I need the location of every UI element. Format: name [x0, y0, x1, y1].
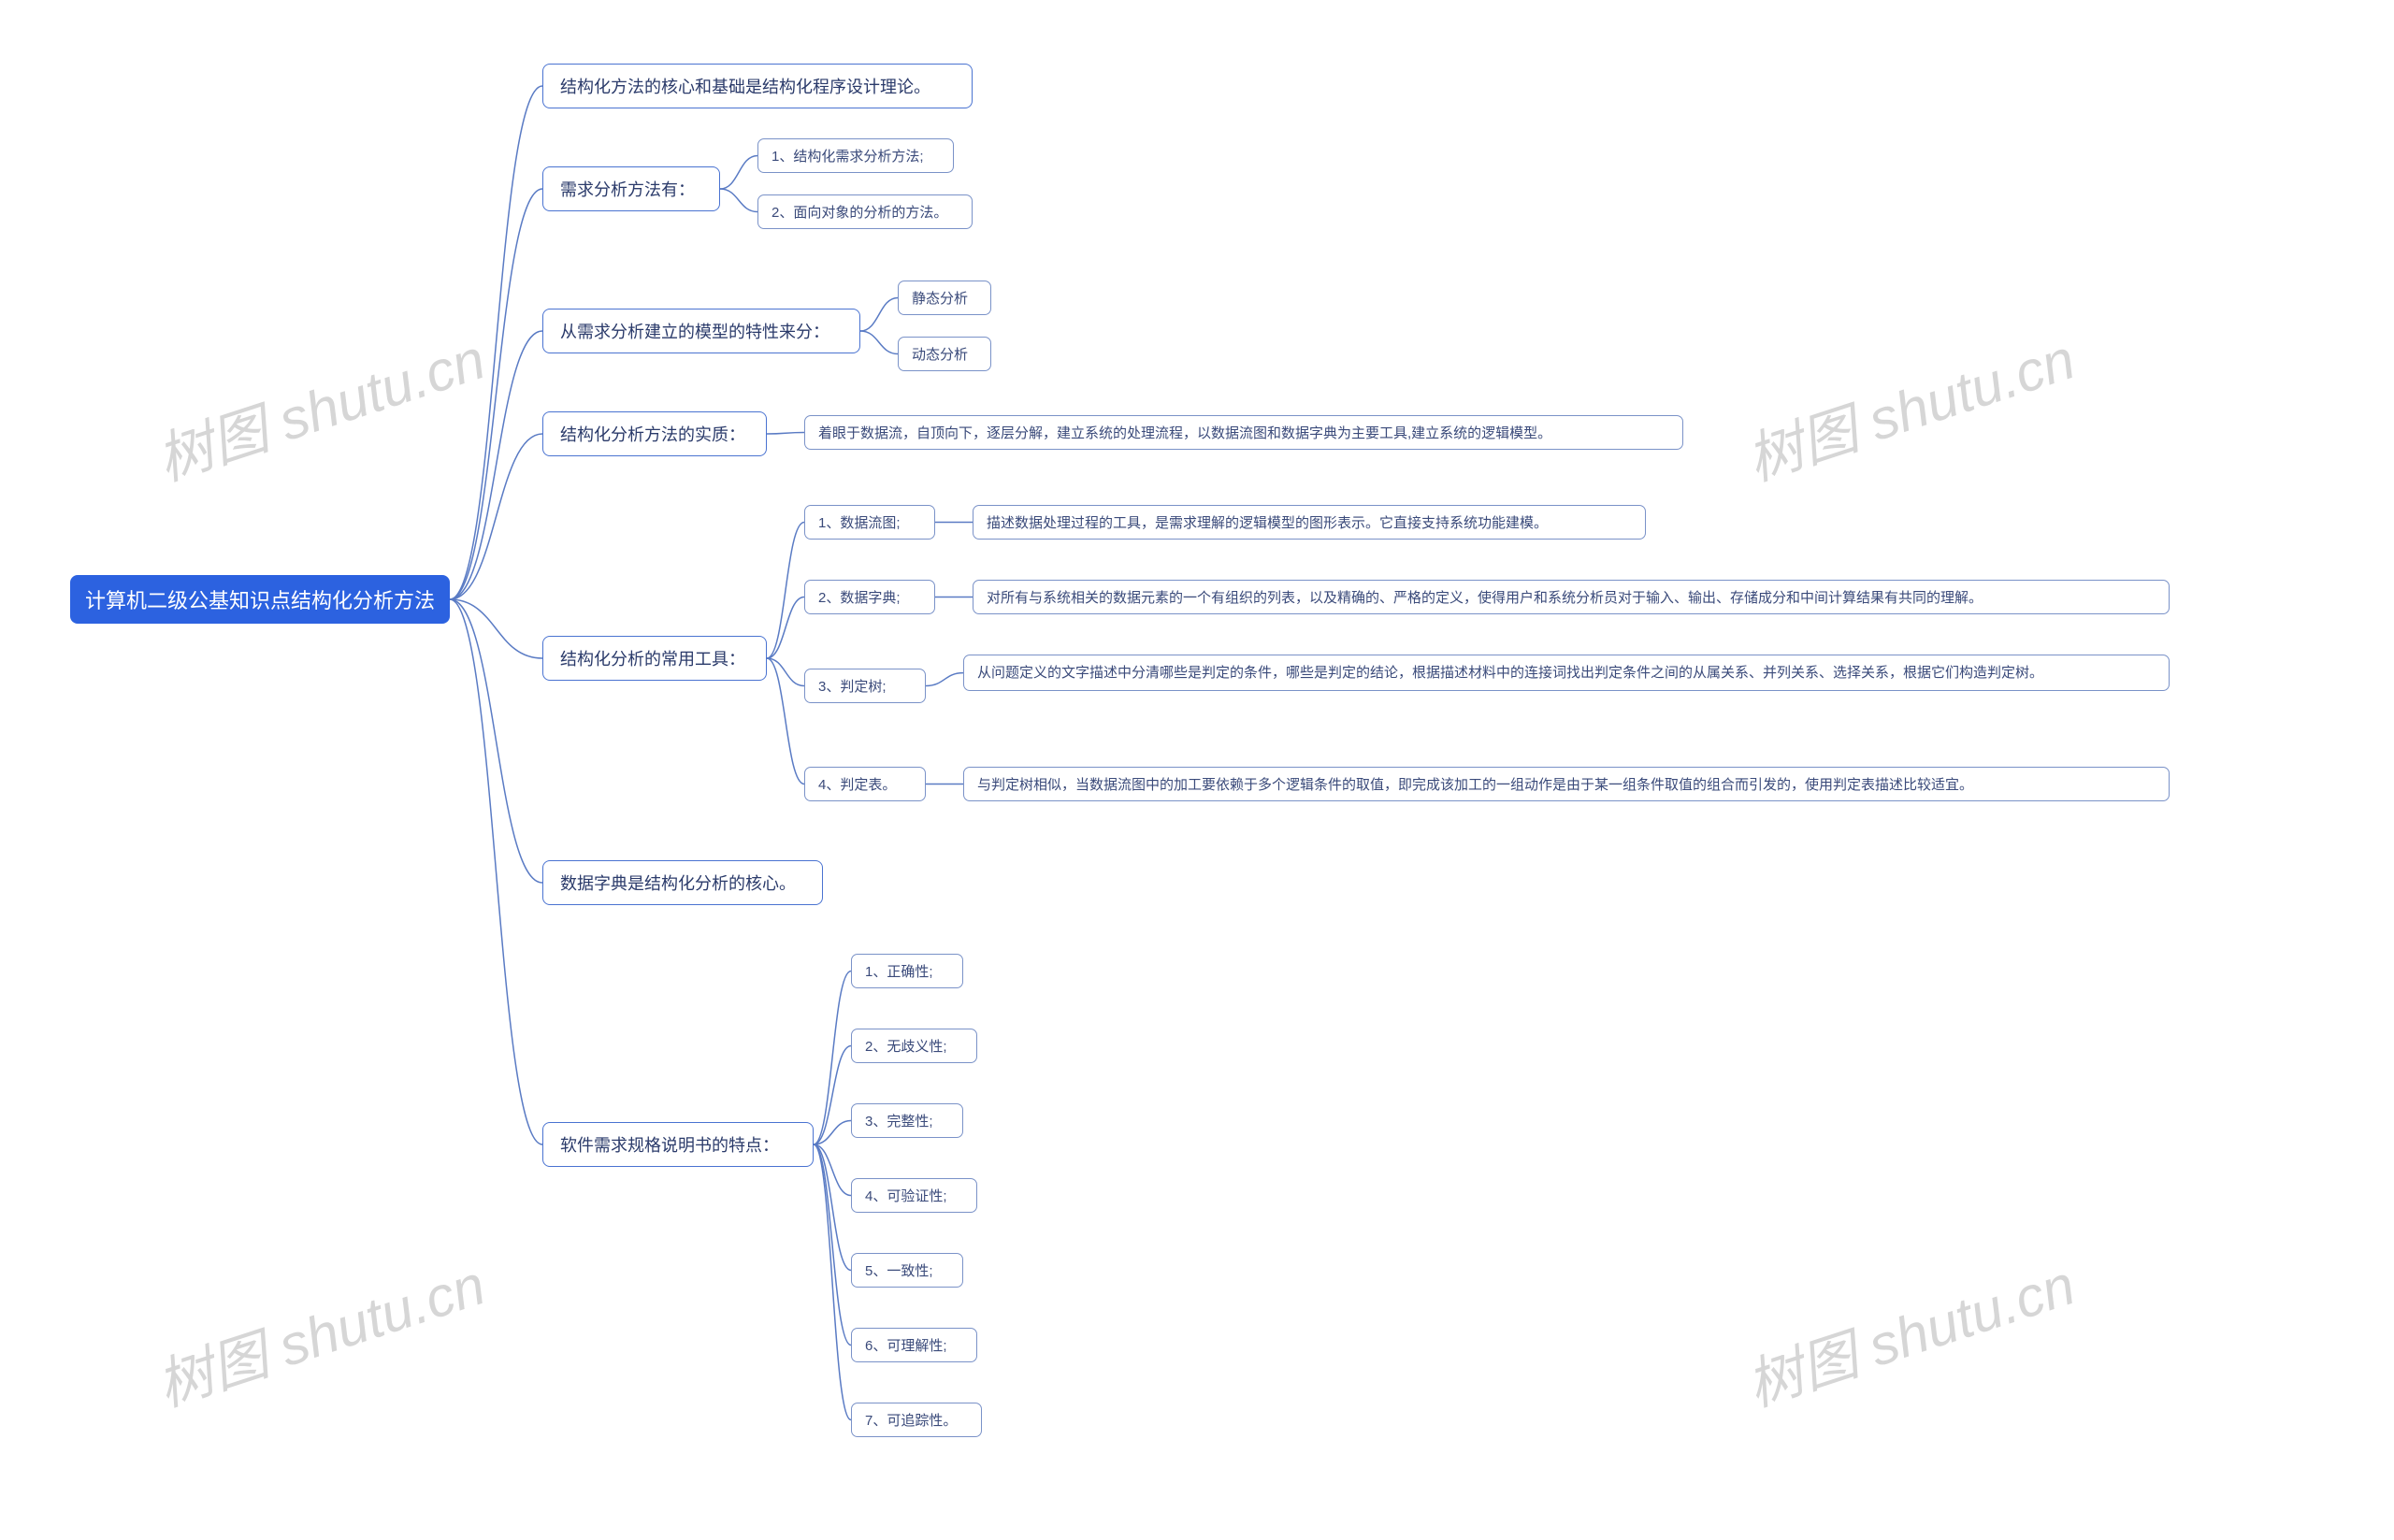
- node-b4a[interactable]: 着眼于数据流，自顶向下，逐层分解，建立系统的处理流程，以数据流图和数据字典为主要…: [804, 415, 1683, 450]
- watermark: 树图 shutu.cn: [1735, 1240, 2084, 1422]
- node-b5c[interactable]: 3、判定树;: [804, 669, 926, 703]
- node-b7d[interactable]: 4、可验证性;: [851, 1178, 977, 1213]
- node-b5a1[interactable]: 描述数据处理过程的工具，是需求理解的逻辑模型的图形表示。它直接支持系统功能建模。: [973, 505, 1646, 540]
- node-b1[interactable]: 结构化方法的核心和基础是结构化程序设计理论。: [542, 64, 973, 108]
- mindmap-canvas: 树图 shutu.cn 树图 shutu.cn 树图 shutu.cn 树图 shut…: [0, 0, 2394, 1540]
- node-b4[interactable]: 结构化分析方法的实质：: [542, 411, 767, 456]
- node-b2a[interactable]: 1、结构化需求分析方法;: [757, 138, 954, 173]
- node-b7g[interactable]: 7、可追踪性。: [851, 1403, 982, 1437]
- connector: [720, 156, 757, 190]
- connector: [450, 434, 542, 599]
- node-b5d1[interactable]: 与判定树相似，当数据流图中的加工要依赖于多个逻辑条件的取值，即完成该加工的一组动…: [963, 767, 2170, 801]
- connector: [450, 86, 542, 599]
- node-root[interactable]: 计算机二级公基知识点结构化分析方法: [70, 575, 450, 624]
- node-b2b[interactable]: 2、面向对象的分析的方法。: [757, 194, 973, 229]
- connector: [814, 1144, 851, 1420]
- watermark: 树图 shutu.cn: [1735, 314, 2084, 497]
- connector: [860, 331, 898, 354]
- connector: [814, 1121, 851, 1145]
- watermark: 树图 shutu.cn: [145, 314, 494, 497]
- node-b3b[interactable]: 动态分析: [898, 337, 991, 371]
- connector: [860, 298, 898, 332]
- connector: [767, 658, 804, 784]
- node-b6[interactable]: 数据字典是结构化分析的核心。: [542, 860, 823, 905]
- node-b5d[interactable]: 4、判定表。: [804, 767, 926, 801]
- connector: [814, 1144, 851, 1271]
- connector: [814, 1144, 851, 1196]
- node-b7[interactable]: 软件需求规格说明书的特点：: [542, 1122, 814, 1167]
- connector: [450, 331, 542, 599]
- node-b7a[interactable]: 1、正确性;: [851, 954, 963, 988]
- node-b3a[interactable]: 静态分析: [898, 281, 991, 315]
- connector: [450, 599, 542, 1144]
- node-b7f[interactable]: 6、可理解性;: [851, 1328, 977, 1362]
- connector: [720, 189, 757, 212]
- node-b5b[interactable]: 2、数据字典;: [804, 580, 935, 614]
- connector: [814, 1144, 851, 1346]
- connector: [450, 599, 542, 883]
- node-b2[interactable]: 需求分析方法有：: [542, 166, 720, 211]
- connector: [926, 673, 963, 686]
- connector: [814, 1046, 851, 1145]
- node-b5c1[interactable]: 从问题定义的文字描述中分清哪些是判定的条件，哪些是判定的结论，根据描述材料中的连…: [963, 655, 2170, 691]
- node-b7e[interactable]: 5、一致性;: [851, 1253, 963, 1288]
- node-b5[interactable]: 结构化分析的常用工具：: [542, 636, 767, 681]
- connector: [814, 971, 851, 1145]
- connector: [450, 599, 542, 658]
- connector: [450, 189, 542, 599]
- connector: [767, 658, 804, 686]
- node-b7c[interactable]: 3、完整性;: [851, 1103, 963, 1138]
- connector: [767, 523, 804, 659]
- node-b5a[interactable]: 1、数据流图;: [804, 505, 935, 540]
- node-b5b1[interactable]: 对所有与系统相关的数据元素的一个有组织的列表，以及精确的、严格的定义，使得用户和…: [973, 580, 2170, 614]
- watermark: 树图 shutu.cn: [145, 1240, 494, 1422]
- node-b7b[interactable]: 2、无歧义性;: [851, 1029, 977, 1063]
- connector: [767, 433, 804, 435]
- node-b3[interactable]: 从需求分析建立的模型的特性来分：: [542, 309, 860, 353]
- connector: [767, 597, 804, 659]
